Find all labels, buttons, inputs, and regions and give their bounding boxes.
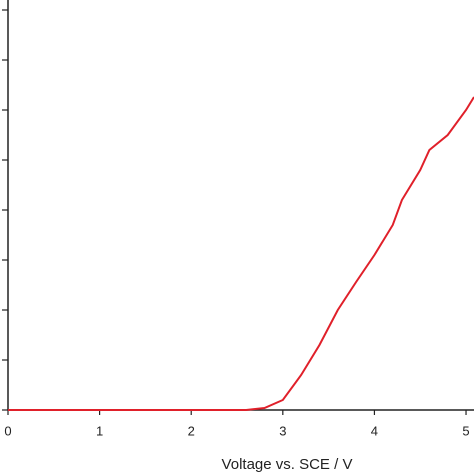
x-tick-label: 1 bbox=[96, 423, 103, 438]
x-tick-label: 3 bbox=[279, 423, 286, 438]
data-line bbox=[8, 96, 474, 411]
x-tick-label: 4 bbox=[371, 423, 378, 438]
x-axis-title: Voltage vs. SCE / V bbox=[222, 456, 353, 473]
x-tick-label: 0 bbox=[4, 423, 11, 438]
x-tick-label: 5 bbox=[462, 423, 469, 438]
x-tick-label: 2 bbox=[188, 423, 195, 438]
